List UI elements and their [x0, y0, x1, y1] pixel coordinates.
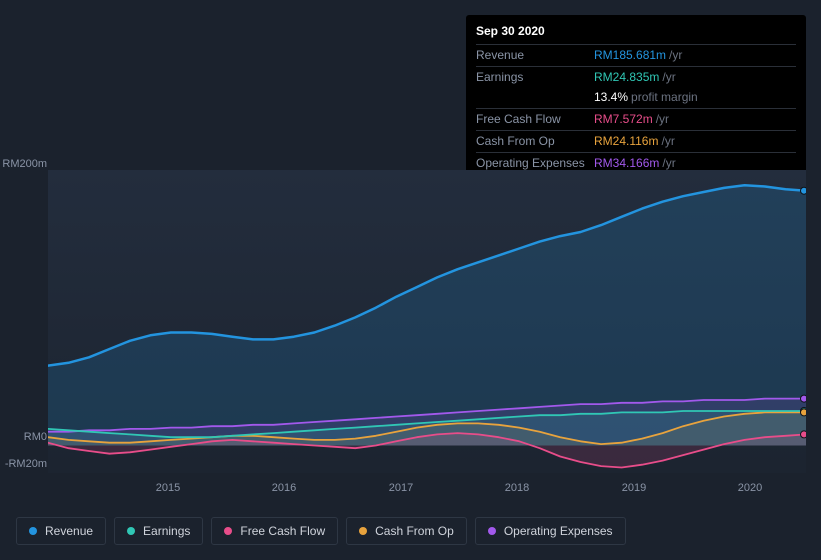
- y-axis-label: RM200m: [2, 158, 47, 170]
- legend-dot-icon: [127, 527, 135, 535]
- legend-dot-icon: [488, 527, 496, 535]
- financial-chart: RM200mRM0-RM20m 201520162017201820192020: [16, 150, 806, 510]
- tooltip-row: Free Cash FlowRM7.572m/yr: [476, 108, 796, 130]
- legend-item-earnings[interactable]: Earnings: [114, 517, 203, 545]
- tooltip-value: 13.4%: [594, 89, 628, 106]
- legend-label: Free Cash Flow: [240, 524, 325, 538]
- legend-dot-icon: [29, 527, 37, 535]
- y-axis-label: -RM20m: [2, 458, 47, 470]
- tooltip-date: Sep 30 2020: [476, 23, 796, 40]
- fcf-end-marker: [801, 431, 807, 438]
- revenue-end-marker: [801, 187, 807, 194]
- tooltip-row: Cash From OpRM24.116m/yr: [476, 130, 796, 152]
- x-axis-label: 2017: [389, 482, 413, 494]
- y-axis-label: RM0: [2, 431, 47, 443]
- tooltip-suffix: /yr: [661, 133, 674, 150]
- legend-label: Earnings: [143, 524, 190, 538]
- cashop-end-marker: [801, 409, 807, 416]
- legend-label: Operating Expenses: [504, 524, 613, 538]
- legend-item-free-cash-flow[interactable]: Free Cash Flow: [211, 517, 338, 545]
- legend-label: Revenue: [45, 524, 93, 538]
- legend-item-revenue[interactable]: Revenue: [16, 517, 106, 545]
- tooltip-suffix: /yr: [669, 47, 682, 64]
- plot-area[interactable]: [48, 170, 806, 473]
- tooltip-row: RevenueRM185.681m/yr: [476, 44, 796, 66]
- tooltip-row: 13.4%profit margin: [476, 87, 796, 108]
- tooltip-value: RM24.835m: [594, 69, 659, 86]
- opex-end-marker: [801, 395, 807, 402]
- tooltip-suffix: /yr: [662, 69, 675, 86]
- chart-svg: [48, 170, 806, 473]
- x-axis-label: 2016: [272, 482, 296, 494]
- tooltip-value: RM24.116m: [594, 133, 658, 150]
- tooltip-suffix: /yr: [656, 111, 669, 128]
- tooltip-label: Free Cash Flow: [476, 111, 594, 128]
- tooltip-suffix: profit margin: [631, 89, 698, 106]
- tooltip-label: Cash From Op: [476, 133, 594, 150]
- legend-dot-icon: [224, 527, 232, 535]
- x-axis-label: 2018: [505, 482, 529, 494]
- legend-item-cash-from-op[interactable]: Cash From Op: [346, 517, 467, 545]
- legend-label: Cash From Op: [375, 524, 454, 538]
- tooltip-label: [476, 89, 594, 106]
- tooltip-row: EarningsRM24.835m/yr: [476, 66, 796, 88]
- tooltip-label: Revenue: [476, 47, 594, 64]
- x-axis-label: 2019: [622, 482, 646, 494]
- x-axis-label: 2015: [156, 482, 180, 494]
- tooltip-label: Earnings: [476, 69, 594, 86]
- tooltip-value: RM185.681m: [594, 47, 666, 64]
- x-axis-label: 2020: [738, 482, 762, 494]
- legend: Revenue Earnings Free Cash Flow Cash From O…: [16, 517, 626, 545]
- legend-dot-icon: [359, 527, 367, 535]
- tooltip-value: RM7.572m: [594, 111, 653, 128]
- legend-item-operating-expenses[interactable]: Operating Expenses: [475, 517, 626, 545]
